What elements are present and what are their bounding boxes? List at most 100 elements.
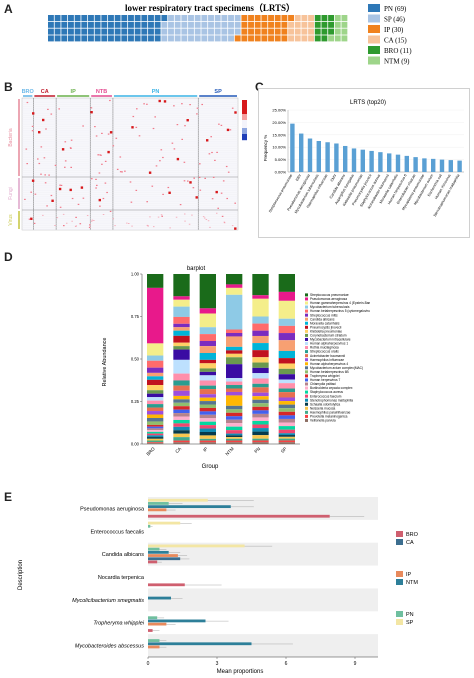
waffle-cell <box>141 35 148 42</box>
barplot-legend-swatch <box>305 354 308 358</box>
waffle-legend-label: BRO (11) <box>384 47 412 55</box>
waffle-cell <box>61 21 68 28</box>
barplot-segment <box>173 327 190 331</box>
barplot-segment <box>199 380 216 386</box>
waffle-cell <box>61 28 68 35</box>
waffle-cell <box>308 28 314 35</box>
heatmap-scale-step <box>242 118 247 121</box>
heatmap-cell <box>204 177 206 179</box>
waffle-cell <box>334 28 341 35</box>
barplot-ylabel: Relative Abundance <box>102 338 108 387</box>
heatmap-cell <box>234 111 237 114</box>
top20-bar <box>343 145 348 172</box>
waffle-cell <box>134 15 141 21</box>
barplot-legend-label: Rothia mucilaginosa <box>310 346 339 350</box>
heatmap-cell <box>38 131 41 134</box>
waffle-cell <box>321 28 328 35</box>
heatmap-cell <box>42 118 45 122</box>
waffle-cell <box>88 28 94 35</box>
waffle-cell <box>261 21 268 28</box>
barplot-segment <box>252 440 269 443</box>
barplot-segment <box>278 340 295 351</box>
heatmap-scale-step <box>242 120 247 123</box>
barplot-legend-label: Prevotella melaninogenica <box>310 415 348 419</box>
barplot-segment <box>147 426 164 429</box>
heatmap-cell <box>184 220 186 222</box>
barplot-segment <box>173 399 190 403</box>
barplot-legend-swatch <box>305 362 308 366</box>
heatmap-cell <box>135 126 138 128</box>
barplot-segment <box>278 433 295 436</box>
barplot-segment <box>173 359 190 374</box>
waffle-legend-swatch <box>368 4 380 12</box>
waffle-cell <box>294 35 301 42</box>
barplot-segment <box>147 411 164 415</box>
heatmap-cell <box>64 166 66 168</box>
waffle-cell <box>154 15 161 21</box>
barplot-legend-swatch <box>305 410 308 414</box>
waffle-cell <box>248 35 254 42</box>
heatmap-cell <box>130 201 133 203</box>
barplot-legend-label: Pneumocystis jirovecii <box>310 325 342 329</box>
waffle-cell <box>194 35 201 42</box>
top20-bar <box>378 152 383 172</box>
heatmap-cell <box>91 178 93 180</box>
barplot-segment <box>226 350 243 354</box>
top20-bar <box>307 138 313 172</box>
waffle-cell <box>48 15 54 21</box>
heatmap-cell <box>220 124 223 126</box>
waffle-cell <box>81 15 88 21</box>
barplot-legend-label: Corynebacterium striatum <box>310 334 347 338</box>
waffle-cell <box>308 15 314 21</box>
waffle-cell <box>214 35 221 42</box>
heatmap-rowgroup-label: Virus <box>8 214 14 226</box>
heatmap-cell <box>50 113 53 115</box>
barplot-segment <box>173 330 190 336</box>
heatmap-cell <box>189 104 191 106</box>
heatmap-cell <box>107 133 110 135</box>
heatmap-rowgroup-label: Bacteria <box>8 128 14 147</box>
barplot-legend-label: Mycobacterium intracellulare <box>310 338 351 342</box>
mean-bar <box>148 639 160 642</box>
waffle-legend-label: NTM (9) <box>384 58 410 66</box>
waffle-cell <box>94 21 101 28</box>
heatmap-cell <box>38 162 41 165</box>
barplot-segment <box>199 404 216 408</box>
heatmap-cell <box>58 108 60 110</box>
heatmap-cell <box>28 218 31 220</box>
waffle-cell <box>148 35 154 42</box>
barplot-segment <box>173 385 190 391</box>
barplot-segment <box>147 343 164 356</box>
heatmap-cell <box>214 159 216 161</box>
waffle-cell <box>221 35 228 42</box>
mean-bar <box>148 521 181 525</box>
barplot-segment <box>147 433 164 436</box>
heatmap-cell <box>173 148 176 150</box>
heatmap-scale-step <box>242 108 247 111</box>
mean-category-label: Candida albicans <box>102 552 144 558</box>
barplot-segment <box>252 438 269 441</box>
barplot-segment <box>226 442 243 444</box>
waffle-legend-label: SP (46) <box>384 16 406 24</box>
top20-bar <box>413 157 418 172</box>
heatmap-cell <box>59 184 61 186</box>
top20-bar-chart: LRTS (top20) Frequency % 0.00% 5.00% 10.00… <box>258 88 470 238</box>
heatmap-cell <box>26 163 28 165</box>
waffle-cell <box>234 15 241 21</box>
waffle-cell <box>288 21 294 28</box>
barplot-segment <box>278 440 295 443</box>
barplot-segment <box>199 308 216 314</box>
barplot-segment <box>226 329 243 333</box>
barplot-segment <box>199 431 216 436</box>
waffle-cell <box>181 21 188 28</box>
panel-label-b: B <box>4 80 13 94</box>
waffle-cell <box>174 21 181 28</box>
heatmap-scale-step <box>242 102 247 105</box>
barplot-segment <box>252 420 269 425</box>
heatmap-cell <box>155 165 158 167</box>
heatmap-cell <box>119 171 122 173</box>
waffle-cell <box>74 28 81 35</box>
barplot-segment <box>173 430 190 434</box>
barplot-segment <box>226 332 243 337</box>
waffle-cell <box>154 35 161 42</box>
